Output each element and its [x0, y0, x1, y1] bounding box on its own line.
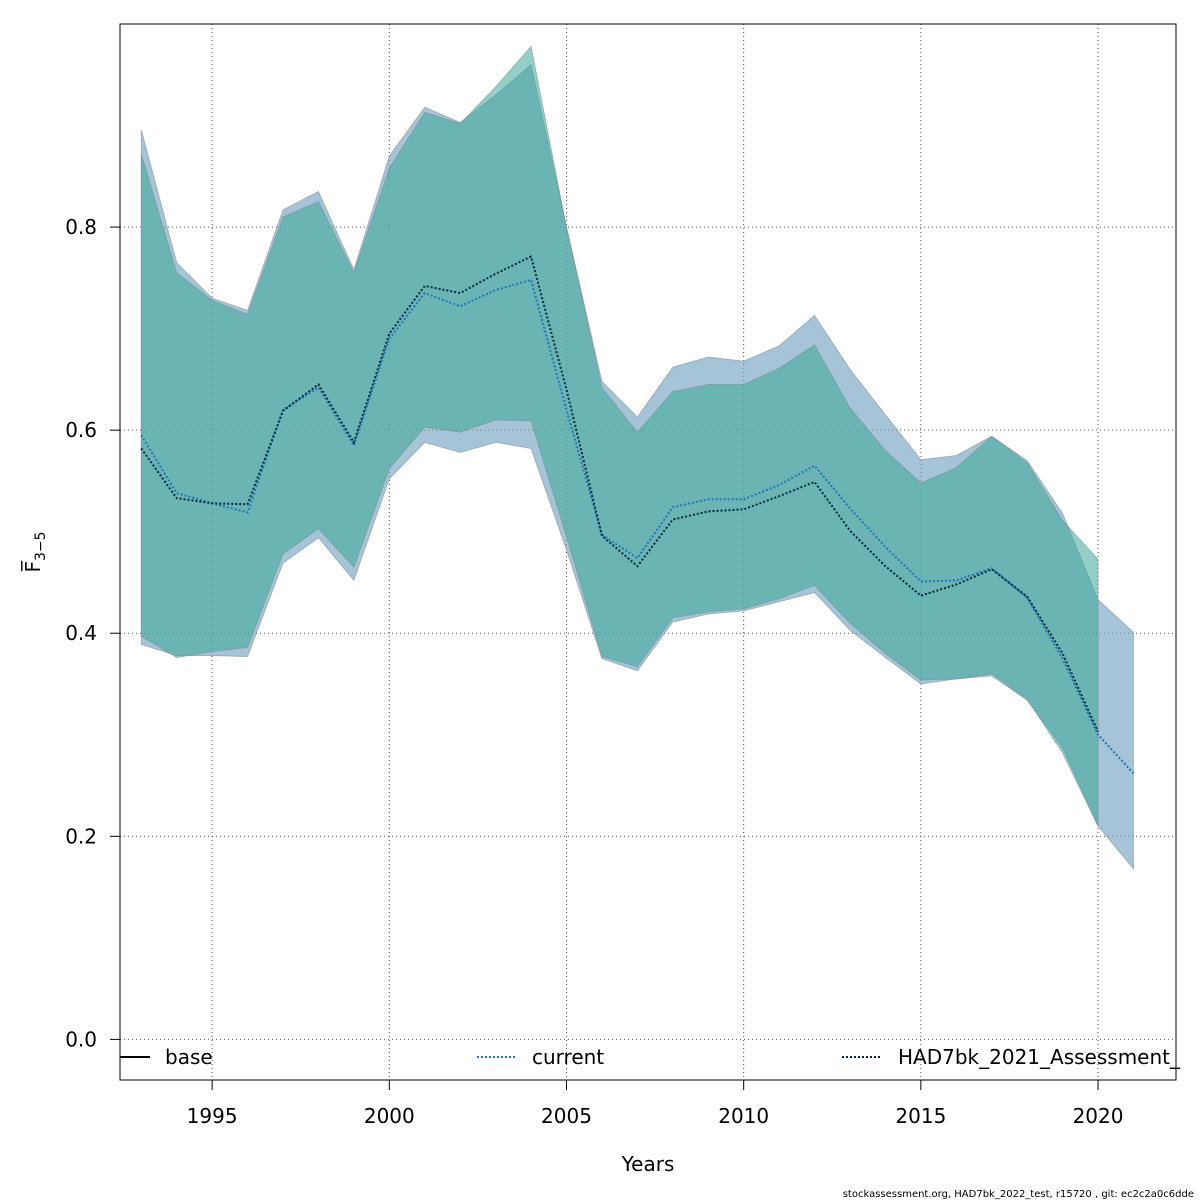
y-tick-label: 0.6 [65, 418, 97, 442]
y-axis-title-subscript: 3−5 [33, 531, 49, 561]
x-axis-title: Years [621, 1152, 675, 1176]
legend-label: HAD7bk_2021_Assessment_ [898, 1045, 1181, 1069]
y-axis: 0.0 0.2 0.4 0.6 0.8 [65, 215, 120, 1051]
x-tick-label: 2005 [541, 1104, 592, 1128]
footer-text: stockassessment.org, HAD7bk_2022_test, r… [843, 1189, 1194, 1200]
y-tick-label: 0.8 [65, 215, 97, 239]
plot-frame [119, 23, 1177, 1081]
x-tick-label: 2015 [895, 1104, 946, 1128]
x-tick-label: 2020 [1073, 1104, 1124, 1128]
legend: base current HAD7bk_2021_Assessment_ [120, 1045, 1181, 1069]
y-tick-label: 0.2 [65, 824, 97, 848]
y-axis-title: F̅3−5 [20, 531, 49, 572]
y-tick-label: 0.0 [65, 1027, 97, 1051]
x-tick-label: 2010 [718, 1104, 769, 1128]
confidence-band-previous-assessment [140, 45, 1099, 827]
y-axis-title-main: F̅ [20, 560, 45, 573]
x-tick-label: 1995 [187, 1104, 238, 1128]
y-tick-label: 0.4 [65, 621, 97, 645]
x-tick-label: 2000 [364, 1104, 415, 1128]
line-layer [140, 255, 1135, 775]
x-axis: 1995 2000 2005 2010 2015 2020 [187, 1080, 1124, 1128]
band-layer [140, 45, 1134, 870]
legend-label: current [532, 1045, 604, 1069]
series-line-current [140, 278, 1135, 775]
series-line-previous-assessment [140, 255, 1099, 733]
legend-label: base [165, 1045, 213, 1069]
